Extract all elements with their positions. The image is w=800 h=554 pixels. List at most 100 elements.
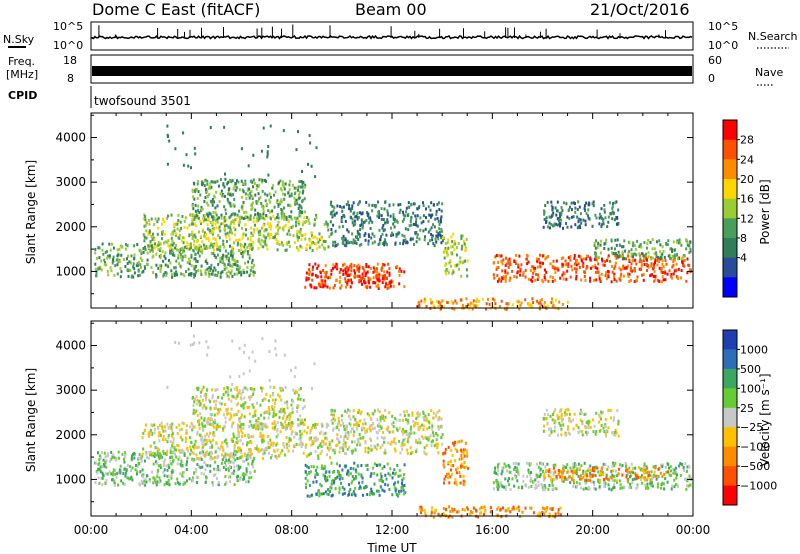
velocity-cell (292, 399, 294, 403)
power-cell (324, 284, 327, 288)
velocity-cell (158, 448, 160, 452)
power-cell (188, 223, 191, 227)
power-cell (348, 203, 351, 207)
velocity-cell (330, 408, 333, 412)
power-cell (658, 239, 661, 243)
velocity-cell (371, 427, 374, 431)
velocity-cell (320, 484, 323, 488)
power-cell (285, 248, 288, 252)
power-cell (184, 255, 187, 259)
velocity-cell (195, 402, 198, 406)
power-cell (336, 242, 339, 246)
velocity-cell (363, 418, 366, 422)
power-cell (605, 271, 608, 275)
velocity-cell (656, 482, 659, 486)
power-cell (209, 181, 212, 185)
velocity-cell (158, 454, 161, 457)
velocity-cell (309, 452, 312, 456)
velocity-cell (278, 454, 281, 458)
velocity-cell (304, 463, 307, 467)
power-cell (657, 279, 660, 282)
velocity-cell (248, 397, 251, 401)
power-cell (206, 179, 209, 183)
power-cell (363, 269, 366, 273)
power-cell (520, 301, 523, 305)
power-cell (212, 230, 215, 234)
power-cell (180, 255, 182, 259)
power-cell (210, 243, 213, 247)
power-cell (204, 213, 207, 217)
power-cell (140, 249, 143, 253)
power-cell (386, 218, 389, 222)
power-cell (598, 212, 601, 216)
power-cell (208, 246, 211, 249)
velocity-cell (102, 458, 105, 462)
power-cell (367, 276, 370, 280)
power-cell (619, 274, 622, 278)
velocity-cell (346, 472, 348, 476)
power-cell (281, 180, 284, 184)
power-cell (598, 274, 601, 278)
velocity-cell (291, 410, 294, 414)
power-cell (243, 271, 246, 274)
velocity-cell (230, 407, 233, 411)
velocity-cell (208, 451, 211, 455)
velocity-cell (384, 408, 387, 412)
power-cell (223, 267, 226, 271)
velocity-cell (252, 435, 255, 439)
velocity-cell (378, 478, 381, 482)
velocity-cell (383, 489, 386, 493)
power-cell (600, 216, 603, 220)
power-cell (251, 258, 254, 262)
power-cell (535, 257, 538, 261)
velocity-cell (409, 452, 412, 456)
power-cell (351, 221, 354, 225)
power-cell (222, 253, 225, 257)
power-cell (562, 277, 565, 281)
power-cell (552, 265, 555, 269)
power-cell (598, 222, 601, 226)
power-cell (680, 276, 682, 280)
power-cell (360, 242, 363, 246)
freq-label: Freq. (8, 55, 35, 68)
velocity-cell (152, 462, 155, 466)
power-cell (334, 244, 337, 248)
power-cell (587, 208, 590, 212)
power-cell (627, 251, 630, 255)
velocity-cell (425, 419, 428, 423)
power-cell (158, 242, 161, 246)
power-cell (112, 246, 115, 250)
velocity-cell (185, 424, 188, 428)
power-cell (685, 247, 688, 251)
power-cell (311, 268, 314, 272)
power-cell (361, 226, 364, 230)
power-cell (445, 248, 448, 251)
power-cell (643, 241, 646, 245)
velocity-cell (369, 424, 372, 428)
power-cell (365, 263, 368, 266)
velocity-cell (161, 426, 164, 430)
velocity-cell (501, 466, 504, 470)
power-cell (212, 252, 215, 255)
velocity-cell (394, 481, 397, 485)
power-cell (446, 301, 449, 304)
power-cell (363, 234, 366, 238)
velocity-cell (332, 448, 335, 452)
velocity-cell (391, 430, 394, 434)
power-cell (222, 217, 225, 221)
power-cell (272, 184, 275, 188)
velocity-cell (136, 465, 139, 468)
power-cell (216, 204, 219, 208)
power-cell (650, 263, 653, 267)
velocity-cell (240, 435, 243, 438)
power-cell (190, 246, 193, 250)
power-cell (680, 269, 683, 272)
power-cell (686, 243, 689, 247)
power-cell (205, 245, 208, 249)
velocity-cell (628, 466, 631, 470)
power-cell (316, 275, 319, 279)
velocity-cell (189, 425, 192, 429)
power-cell (584, 278, 587, 282)
power-cell (238, 238, 241, 242)
velocity-cell (338, 450, 341, 454)
